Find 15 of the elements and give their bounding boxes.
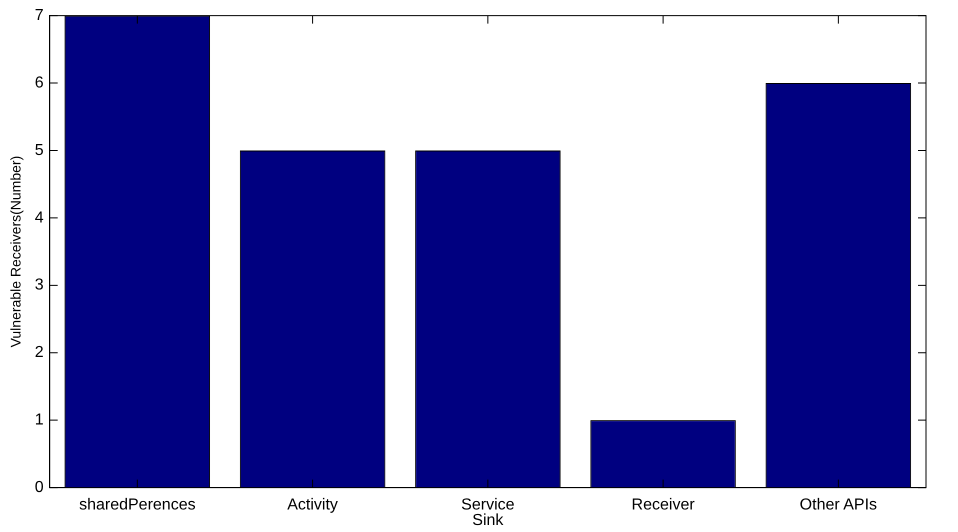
y-tick-label: 6 [34, 74, 44, 92]
y-tick-label: 1 [34, 412, 44, 429]
y-tick-label: 4 [34, 209, 44, 226]
y-tick-label: 2 [34, 344, 44, 362]
x-axis-title: Sink [472, 512, 504, 529]
x-tick-label: sharedPerences [79, 496, 196, 514]
y-tick-label: 5 [34, 142, 44, 159]
x-tick-label: Service [461, 496, 515, 514]
x-tick-label: Receiver [632, 496, 696, 514]
x-tick-label: Activity [287, 496, 338, 514]
y-tick-label: 7 [34, 7, 44, 24]
y-tick-label: 0 [34, 479, 44, 496]
x-tick-label: Other APIs [800, 496, 878, 514]
y-tick-label: 3 [34, 276, 44, 294]
y-axis-title: Vulnerable Receivers(Number) [7, 156, 24, 348]
